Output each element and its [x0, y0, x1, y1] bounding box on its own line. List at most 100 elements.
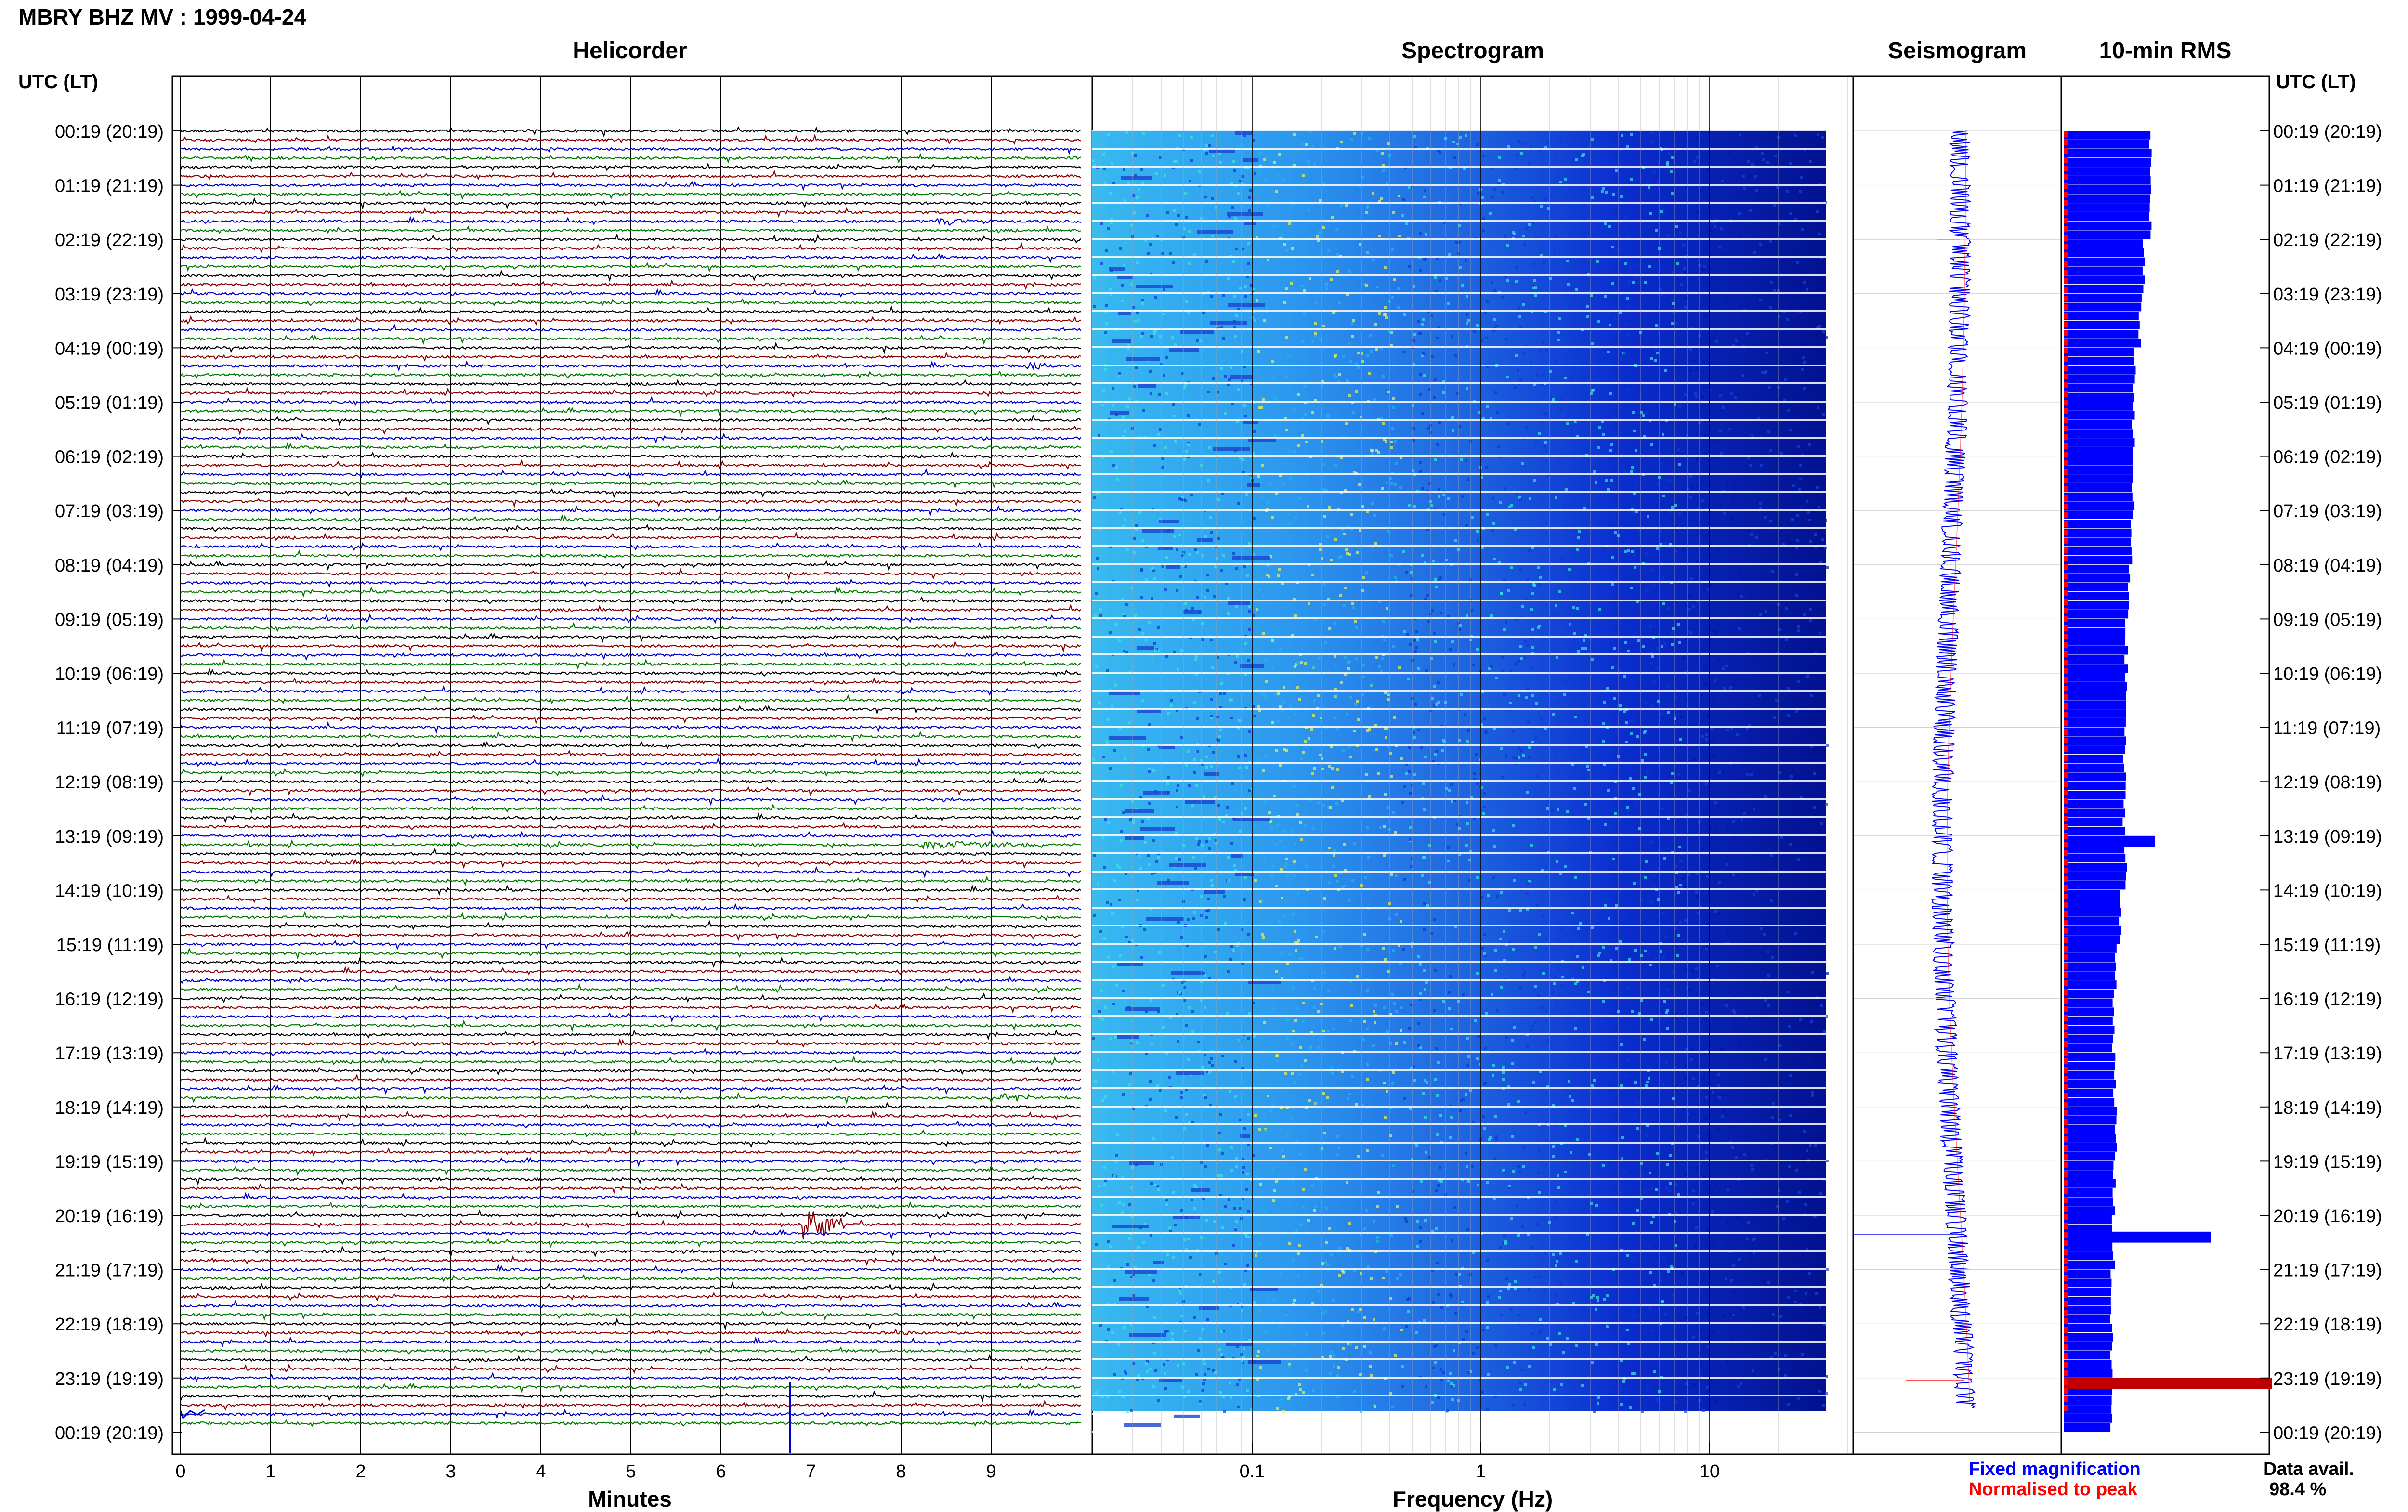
- spectrogram-cell: [1746, 1238, 1749, 1240]
- spectrogram-cell: [1700, 1328, 1702, 1331]
- helicorder-trace-row: [180, 414, 1081, 426]
- spectrogram-cell: [1390, 482, 1393, 485]
- spectrogram-gap: [1092, 907, 1826, 909]
- spectrogram-cell: [1389, 1392, 1392, 1395]
- spectrogram-cell: [1391, 1082, 1394, 1085]
- spectrogram-cell: [1100, 262, 1103, 265]
- spectrogram-cell: [1675, 1401, 1677, 1404]
- spectrogram-cell: [1129, 818, 1132, 821]
- spectrogram-cell: [1307, 160, 1310, 163]
- helicorder-trace-row: [180, 1102, 1081, 1112]
- spectrogram-cell: [1781, 1298, 1784, 1301]
- minute-tick-label: 2: [355, 1461, 366, 1482]
- spectrogram-cell: [1137, 1374, 1140, 1377]
- helicorder-trace-row: [180, 740, 1081, 750]
- spectrogram-cell: [1321, 1147, 1323, 1150]
- spectrogram-cell: [1819, 862, 1822, 865]
- spectrogram-cell: [1317, 239, 1320, 242]
- spectrogram-cell: [1504, 1240, 1507, 1243]
- rms-bar: [2064, 275, 2145, 285]
- spectrogram-cell: [1295, 663, 1297, 666]
- spectrogram-cell: [1753, 1372, 1756, 1375]
- spectrogram-cell: [1247, 1113, 1250, 1116]
- spectrogram-cell: [1707, 588, 1710, 591]
- spectrogram-cell: [1236, 1383, 1239, 1386]
- spectrogram-streak: [1121, 176, 1152, 180]
- spectrogram-cell: [1370, 350, 1373, 353]
- spectrogram-cell: [1442, 739, 1445, 742]
- spectrogram-cell: [1241, 379, 1243, 382]
- spectrogram-cell: [1192, 917, 1195, 920]
- spectrogram-cell: [1366, 948, 1369, 951]
- helicorder-trace-row: [180, 859, 1081, 869]
- spectrogram-cell: [1748, 724, 1751, 727]
- spectrogram-cell: [1619, 940, 1622, 943]
- spectrogram-cell: [1293, 450, 1296, 453]
- spectrogram-cell: [1819, 723, 1822, 726]
- spectrogram-cell: [1140, 569, 1143, 572]
- spectrogram-cell: [1809, 1144, 1812, 1147]
- spectrogram-cell: [1137, 1246, 1140, 1249]
- spectrogram-cell: [1210, 295, 1213, 298]
- spectrogram-cell: [1429, 613, 1432, 615]
- spectrogram-cell: [1538, 1191, 1541, 1194]
- spectrogram-cell: [1809, 160, 1812, 163]
- spectrogram-cell: [1657, 867, 1660, 870]
- spectrogram-cell: [1240, 1217, 1243, 1220]
- spectrogram-cell: [1795, 710, 1798, 713]
- spectrogram-cell: [1199, 1337, 1202, 1340]
- spectrogram-cell: [1437, 701, 1440, 704]
- spectrogram-cell: [1653, 170, 1656, 173]
- spectrogram-cell: [1300, 757, 1303, 760]
- spectrogram-cell: [1704, 420, 1707, 423]
- spectrogram-cell: [1732, 344, 1735, 347]
- spectrogram-streak: [1109, 267, 1125, 271]
- spectrogram-cell: [1759, 1277, 1762, 1280]
- spectrogram-cell: [1627, 1342, 1630, 1345]
- spectrogram-cell: [1319, 543, 1322, 546]
- spectrogram-cell: [1631, 550, 1634, 553]
- spectrogram-cell: [1351, 1308, 1354, 1311]
- spectrogram-cell: [1195, 837, 1198, 840]
- spectrogram-cell: [1660, 950, 1662, 953]
- spectrogram-cell: [1417, 1022, 1420, 1025]
- spectrogram-cell: [1794, 134, 1797, 137]
- spectrogram-cell: [1237, 727, 1240, 730]
- helicorder-trace-row: [180, 775, 1081, 785]
- helicorder-trace-row: [181, 965, 1081, 976]
- spectrogram-cell: [1797, 728, 1800, 730]
- spectrogram-cell: [1410, 571, 1413, 574]
- spectrogram-cell: [1472, 1352, 1475, 1355]
- spectrogram-cell: [1435, 290, 1438, 293]
- spectrogram-cell: [1245, 766, 1248, 769]
- spectrogram-cell: [1201, 622, 1204, 625]
- spectrogram-cell: [1575, 1260, 1578, 1263]
- spectrogram-cell: [1630, 732, 1633, 735]
- spectrogram-cell: [1248, 789, 1251, 792]
- spectrogram-cell: [1440, 1306, 1443, 1309]
- helicorder-trace-row: [180, 126, 1081, 138]
- spectrogram-cell: [1121, 598, 1124, 600]
- spectrogram-cell: [1571, 912, 1574, 914]
- spectrogram-cell: [1390, 554, 1393, 557]
- spectrogram-cell: [1205, 766, 1208, 769]
- spectrogram-cell: [1513, 1361, 1516, 1364]
- spectrogram-cell: [1346, 1247, 1349, 1250]
- spectrogram-cell: [1524, 640, 1527, 643]
- spectrogram-cell: [1718, 303, 1721, 306]
- spectrogram-cell: [1176, 1013, 1178, 1016]
- spectrogram-cell: [1456, 823, 1459, 826]
- spectrogram-cell: [1684, 271, 1687, 274]
- spectrogram-cell: [1405, 571, 1408, 574]
- spectrogram-cell: [1605, 313, 1608, 316]
- spectrogram-cell: [1276, 824, 1279, 827]
- spectrogram-cell: [1769, 240, 1772, 243]
- spectrogram-cell: [1776, 968, 1779, 971]
- spectrogram-cell: [1763, 558, 1766, 560]
- spectrogram-cell: [1122, 1395, 1125, 1398]
- spectrogram-cell: [1587, 607, 1590, 610]
- spectrogram-cell: [1602, 1164, 1605, 1167]
- spectrogram-cell: [1140, 168, 1143, 171]
- spectrogram-cell: [1625, 216, 1628, 219]
- spectrogram-cell: [1147, 854, 1150, 857]
